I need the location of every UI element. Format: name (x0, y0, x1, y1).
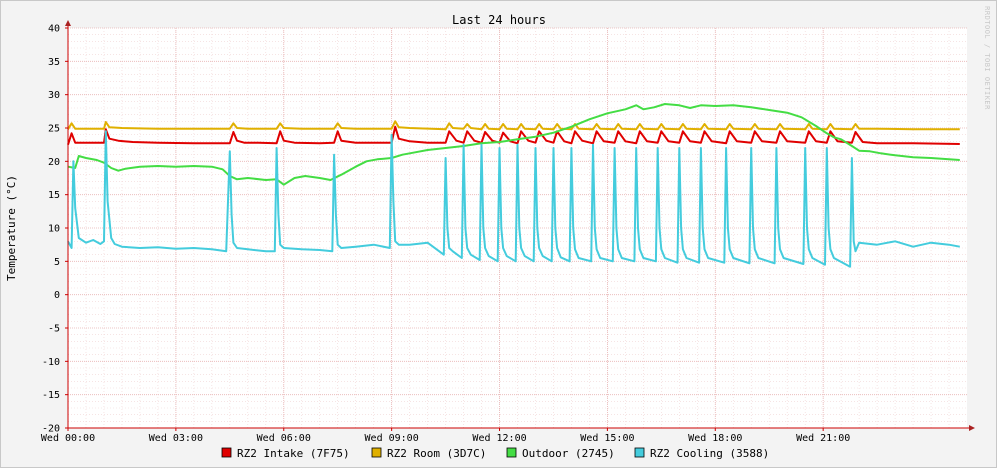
y-tick-label: 15 (48, 190, 60, 201)
y-tick-label: -10 (42, 357, 60, 368)
y-tick-label: 35 (48, 57, 60, 68)
series-line-3 (67, 103, 960, 186)
x-tick-label: Wed 06:00 (257, 433, 311, 444)
y-tick-label: 30 (48, 90, 60, 101)
rrdtool-watermark: RRDTOOL / TOBI OETIKER (983, 6, 991, 110)
legend-swatch-4 (634, 447, 645, 458)
x-tick-label: Wed 21:00 (796, 433, 850, 444)
x-tick-label: Wed 00:00 (41, 433, 95, 444)
x-tick-label: Wed 18:00 (688, 433, 742, 444)
legend-swatch-3 (506, 447, 517, 458)
y-tick-label: -20 (42, 424, 60, 435)
x-tick-label: Wed 03:00 (149, 433, 203, 444)
y-tick-label: 5 (54, 257, 60, 268)
axes-layer (65, 20, 975, 431)
x-axis-arrow (969, 425, 975, 431)
y-axis-label: Temperature (°C) (5, 175, 18, 281)
y-tick-label: 10 (48, 224, 60, 235)
chart-title: Last 24 hours (452, 13, 546, 27)
y-tick-label: 0 (54, 290, 60, 301)
series-layer (67, 103, 960, 268)
y-tick-label: 25 (48, 124, 60, 135)
legend-swatch-2 (371, 447, 382, 458)
series-line-4 (67, 130, 960, 268)
y-axis-arrow (65, 20, 71, 26)
y-tick-label: 40 (48, 24, 60, 35)
x-tick-label: Wed 12:00 (472, 433, 526, 444)
grid-layer (67, 27, 967, 429)
legend-label-2: RZ2 Room (3D7C) (387, 447, 486, 460)
legend: RZ2 Intake (7F75) RZ2 Room (3D7C) Outdoor … (221, 447, 769, 460)
legend-label-3: Outdoor (2745) (522, 447, 615, 460)
y-tick-label: 20 (48, 157, 60, 168)
y-tick-label: -5 (48, 324, 60, 335)
tick-label-layer: -20 -15 -10 -5 0 5 10 15 20 25 30 35 40 Wed 00:00 Wed … (41, 24, 850, 445)
legend-label-1: RZ2 Intake (7F75) (237, 447, 350, 460)
x-tick-label: Wed 15:00 (580, 433, 634, 444)
legend-swatch-1 (221, 447, 232, 458)
x-tick-label: Wed 09:00 (365, 433, 419, 444)
series-line-2 (67, 120, 960, 131)
y-tick-label: -15 (42, 390, 60, 401)
legend-label-4: RZ2 Cooling (3588) (650, 447, 769, 460)
